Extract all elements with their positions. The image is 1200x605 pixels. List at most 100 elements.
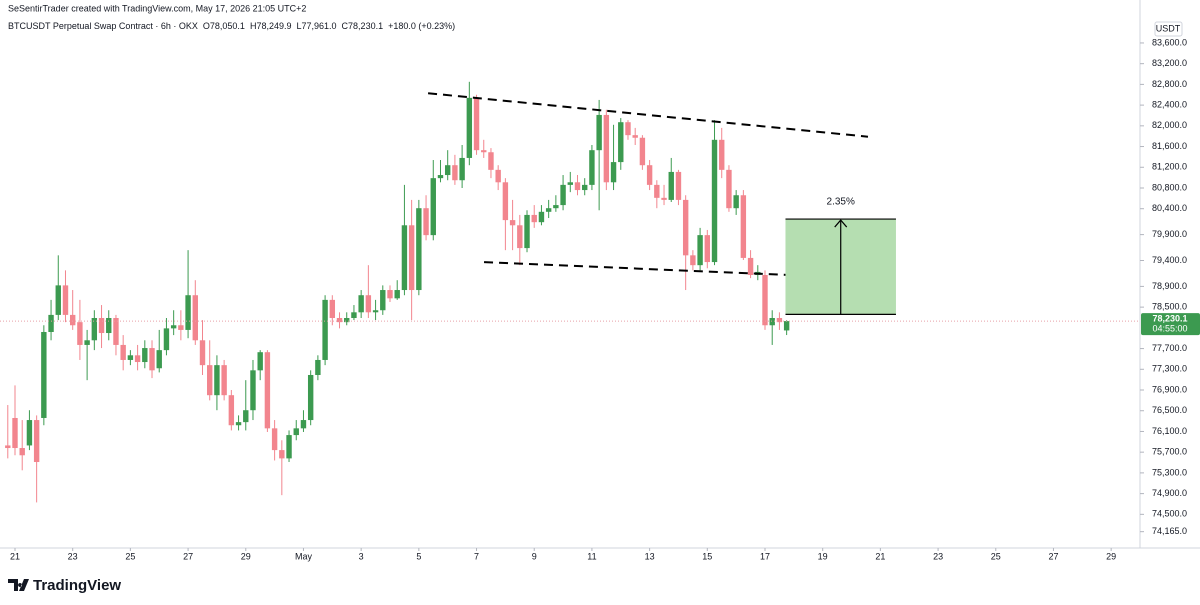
candle-body xyxy=(163,328,170,351)
y-tick-label: 77,700.0 xyxy=(1152,343,1187,353)
x-tick-label: 9 xyxy=(532,551,537,561)
candle-body xyxy=(12,417,18,449)
candle-body xyxy=(286,435,292,459)
x-tick-label: 13 xyxy=(645,551,655,561)
x-tick-label: 25 xyxy=(991,551,1001,561)
candle-body xyxy=(170,325,177,329)
close-value: C78,230.1 xyxy=(342,21,384,31)
y-tick-label: 83,200.0 xyxy=(1152,58,1187,68)
y-tick-label: 81,600.0 xyxy=(1152,141,1187,151)
y-tick-label: 76,100.0 xyxy=(1152,426,1187,436)
candle-body xyxy=(5,445,11,449)
candle-body xyxy=(430,178,436,236)
candle-body xyxy=(387,290,393,299)
low-value: L77,961.0 xyxy=(297,21,337,31)
y-tick-label: 77,300.0 xyxy=(1152,364,1187,374)
candle-body xyxy=(351,312,357,319)
candle-body xyxy=(762,275,768,326)
candle-body xyxy=(344,318,350,323)
candle-body xyxy=(733,195,739,209)
x-tick-label: 11 xyxy=(587,551,596,561)
candle-body xyxy=(668,171,674,200)
candle-body xyxy=(33,420,40,463)
measure-label: 2.35% xyxy=(827,197,855,208)
candle-body xyxy=(322,299,328,360)
price-tag xyxy=(1141,313,1200,336)
x-tick-label: 25 xyxy=(125,551,135,561)
price-tag-label: 78,230.1 xyxy=(1152,313,1187,323)
candle-body xyxy=(783,321,790,331)
candles xyxy=(5,81,790,503)
candle-body xyxy=(199,340,206,366)
credit: SeSentirTrader created with TradingView.… xyxy=(8,3,306,13)
y-tick-label: 76,900.0 xyxy=(1152,384,1187,394)
logo-text: TradingView xyxy=(33,577,121,594)
currency-box[interactable] xyxy=(1154,21,1183,37)
candle-body xyxy=(509,220,516,226)
candle-body xyxy=(726,169,732,209)
trendline xyxy=(427,92,869,138)
candle-body xyxy=(243,410,249,423)
candle-body xyxy=(719,139,725,170)
candle-body xyxy=(574,182,581,191)
candle-body xyxy=(156,350,162,369)
y-tick-label: 80,400.0 xyxy=(1152,203,1187,213)
candle-body xyxy=(545,208,552,212)
candle-body xyxy=(257,352,263,371)
y-tick-label: 81,200.0 xyxy=(1152,162,1187,172)
logo-icon xyxy=(8,579,29,591)
y-tick-label: 76,500.0 xyxy=(1152,405,1187,415)
countdown: 04:55:00 xyxy=(1152,323,1187,333)
candle-body xyxy=(661,197,667,200)
currency[interactable]: USDT xyxy=(1156,23,1181,33)
candle-body xyxy=(98,318,105,334)
y-tick-label: 82,400.0 xyxy=(1152,99,1187,109)
candle-body xyxy=(264,352,271,429)
candle-body xyxy=(142,348,148,363)
x-tick-label: 5 xyxy=(416,551,421,561)
y-tick-label: 75,700.0 xyxy=(1152,447,1187,457)
candle-body xyxy=(77,322,83,345)
y-tick-label: 78,500.0 xyxy=(1152,302,1187,312)
x-tick-label: May xyxy=(295,551,313,561)
candle-body xyxy=(113,318,119,345)
x-tick-label: 7 xyxy=(474,551,479,561)
candle-body xyxy=(452,165,458,181)
y-tick-label: 80,800.0 xyxy=(1152,182,1187,192)
y-tick-label: 79,900.0 xyxy=(1152,229,1187,239)
candle-body xyxy=(214,365,220,396)
x-tick-label: 15 xyxy=(702,551,712,561)
x-tick-label: 17 xyxy=(760,551,770,561)
candle-body xyxy=(567,182,573,185)
candle-body xyxy=(538,211,545,223)
candle-body xyxy=(603,114,610,183)
candle-body xyxy=(91,318,98,341)
candle-body xyxy=(329,299,336,319)
candle-body xyxy=(437,175,444,179)
candle-body xyxy=(747,257,754,276)
candle-body xyxy=(589,150,595,185)
candle-body xyxy=(380,290,386,311)
candle-body xyxy=(495,169,501,183)
candle-body xyxy=(459,157,465,181)
logo: TradingView xyxy=(8,577,121,594)
candle-body xyxy=(62,285,69,315)
candle-body xyxy=(524,214,530,249)
candle-body xyxy=(19,448,25,456)
candle-body xyxy=(250,370,256,411)
candle-body xyxy=(711,139,718,263)
candle-body xyxy=(192,295,198,341)
candle-body xyxy=(697,235,703,266)
candle-body xyxy=(235,422,242,426)
candle-body xyxy=(769,318,775,326)
x-tick-label: 23 xyxy=(68,551,78,561)
candle-body xyxy=(632,135,638,138)
y-tick-label: 78,900.0 xyxy=(1152,281,1187,291)
candle-body xyxy=(365,295,372,313)
candle-body xyxy=(394,290,400,299)
candle-body xyxy=(444,165,451,176)
candle-body xyxy=(307,374,314,421)
x-tick-label: 29 xyxy=(241,551,251,561)
candle-body xyxy=(675,171,682,200)
